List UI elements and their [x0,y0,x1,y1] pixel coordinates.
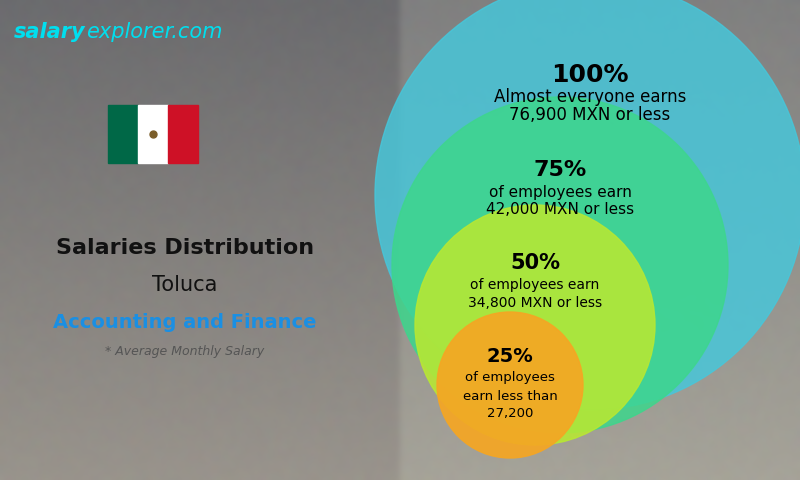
Circle shape [392,97,728,433]
Text: 50%: 50% [510,253,560,273]
Text: 34,800 MXN or less: 34,800 MXN or less [468,296,602,310]
Text: Salaries Distribution: Salaries Distribution [56,238,314,258]
Text: salary: salary [14,22,86,42]
Text: 100%: 100% [551,63,629,87]
Bar [138,105,168,163]
Text: 27,200: 27,200 [487,408,533,420]
Circle shape [437,312,583,458]
Text: 76,900 MXN or less: 76,900 MXN or less [510,106,670,124]
Text: 42,000 MXN or less: 42,000 MXN or less [486,203,634,217]
Circle shape [415,205,655,445]
Text: * Average Monthly Salary: * Average Monthly Salary [106,346,265,359]
Text: 25%: 25% [486,347,534,365]
Text: of employees earn: of employees earn [470,278,600,292]
Text: 75%: 75% [534,160,586,180]
Text: earn less than: earn less than [462,389,558,403]
Bar [168,105,198,163]
Text: Toluca: Toluca [152,275,218,295]
Bar [108,105,138,163]
Text: Almost everyone earns: Almost everyone earns [494,88,686,106]
Text: explorer.com: explorer.com [86,22,222,42]
Circle shape [375,0,800,410]
Text: of employees earn: of employees earn [489,184,631,200]
Text: Accounting and Finance: Accounting and Finance [54,313,317,333]
Text: of employees: of employees [465,372,555,384]
